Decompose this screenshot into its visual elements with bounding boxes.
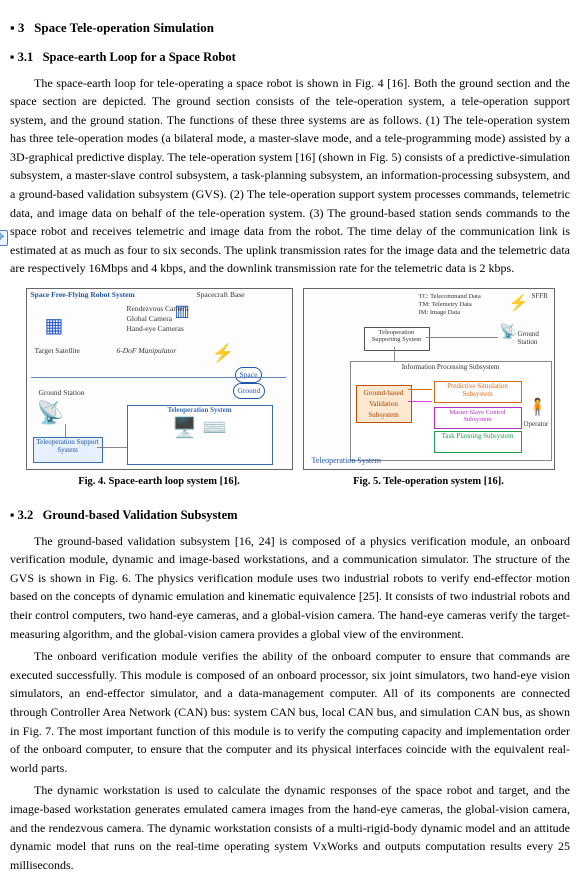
fig5-im: IM: Image Data xyxy=(419,309,461,316)
figure-4: Space Free-Flying Robot System Spacecraf… xyxy=(26,288,293,496)
fig5-conn-1 xyxy=(408,401,432,402)
fig4-caption: Fig. 4. Space-earth loop system [16]. xyxy=(78,474,240,490)
section-3-1-heading: ▪ 3.1 Space-earth Loop for a Space Robot xyxy=(10,48,570,67)
fig4-teleop-sup-box: Teleoperation Support System xyxy=(33,437,103,463)
fig4-connector-1 xyxy=(97,447,127,448)
section-3-1-title: Space-earth Loop for a Space Robot xyxy=(43,50,236,64)
move-handle-icon[interactable]: ✥ xyxy=(0,230,8,246)
fig5-gs: Ground Station xyxy=(518,331,554,346)
fig4-teleop-sys-box: Teleoperation System 🖥️ ⌨️ xyxy=(127,405,273,465)
section-3-2-number: 3.2 xyxy=(18,508,34,522)
fig4-spacecraft-base: Spacecraft Base xyxy=(197,291,245,299)
figure-4-diagram: Space Free-Flying Robot System Spacecraf… xyxy=(26,288,293,470)
fig4-he-cam: Hand-eye Cameras xyxy=(127,325,184,333)
fig5-gvs-box: Ground-based Validation Subsystem xyxy=(356,385,412,423)
dish-icon: 📡 xyxy=(37,401,64,425)
fig4-gs: Ground Station xyxy=(39,389,85,397)
fig5-tm: TM: Telemetry Data xyxy=(419,301,472,308)
section-3-number: 3 xyxy=(18,20,25,35)
solar-panel-icon: ▦ xyxy=(45,315,64,337)
figures-row: Space Free-Flying Robot System Spacecraf… xyxy=(10,288,570,496)
figure-5: TC: Telecommand Data TM: Telemetry Data … xyxy=(303,288,555,496)
section-3-2-para-2: The onboard verification module verifies… xyxy=(10,647,570,777)
section-3-2-heading: ▪ 3.2 Ground-based Validation Subsystem xyxy=(10,506,570,525)
operator-icon: 🧍 xyxy=(528,399,548,417)
section-3-2-para-3: The dynamic workstation is used to calcu… xyxy=(10,781,570,874)
fig4-manip: 6-DoF Manipulator xyxy=(117,347,177,355)
fig4-space-pill: Space xyxy=(235,367,263,383)
fig5-pss-box: Predictive Simulation Subsystem xyxy=(434,381,522,403)
fig5-caption: Fig. 5. Tele-operation system [16]. xyxy=(353,474,504,490)
fig4-ground-pill: Ground xyxy=(233,383,266,399)
section-3-heading: ▪ 3 Space Tele-operation Simulation xyxy=(10,18,570,38)
fig5-tc: TC: Telecommand Data xyxy=(419,293,481,300)
fig5-op: Operator xyxy=(524,421,549,429)
fig4-connector-2 xyxy=(65,424,66,437)
section-3-1-number: 3.1 xyxy=(18,50,34,64)
figure-5-diagram: TC: Telecommand Data TM: Telemetry Data … xyxy=(303,288,555,470)
fig4-title: Space Free-Flying Robot System xyxy=(31,291,135,299)
fig5-msc-box: Master-Slave Control Subsystem xyxy=(434,407,522,429)
fig4-target: Target Satellite xyxy=(35,347,80,355)
section-3-2-bullet: ▪ xyxy=(10,508,18,522)
fig5-conn-3 xyxy=(394,347,395,361)
computer-icon: 🖥️ ⌨️ xyxy=(130,417,270,439)
dish-icon-2: 📡 xyxy=(500,325,517,340)
fig5-tps-box: Task Planning Subsystem xyxy=(434,431,522,453)
fig4-rv-cam: Rendezvous Camera xyxy=(127,305,189,313)
fig5-teleop: Teleoperation System xyxy=(312,457,381,466)
section-3-1-bullet: ▪ xyxy=(10,50,18,64)
section-3-title: Space Tele-operation Simulation xyxy=(34,20,214,35)
fig5-line-1 xyxy=(426,337,498,338)
lightning-icon: ⚡ xyxy=(212,344,234,364)
fig5-ips: Information Processing Subsystem xyxy=(353,364,549,372)
section-3-bullet: ▪ xyxy=(10,20,18,35)
lightning-icon-2: ⚡ xyxy=(509,295,529,313)
fig4-gl-cam: Global Camera xyxy=(127,315,173,323)
fig4-teleop-sys-label: Teleoperation System xyxy=(130,407,270,415)
section-3-2-title: Ground-based Validation Subsystem xyxy=(43,508,238,522)
fig5-conn-2 xyxy=(408,389,432,390)
fig5-sat-label: SFFR xyxy=(532,293,548,301)
section-3-2-para-1: The ground-based validation subsystem [1… xyxy=(10,532,570,644)
fig4-divider xyxy=(31,377,286,378)
section-3-1-para-1: The space-earth loop for tele-operating … xyxy=(10,74,570,279)
fig5-sup-box: Teleoperation Supporting System xyxy=(364,327,430,351)
